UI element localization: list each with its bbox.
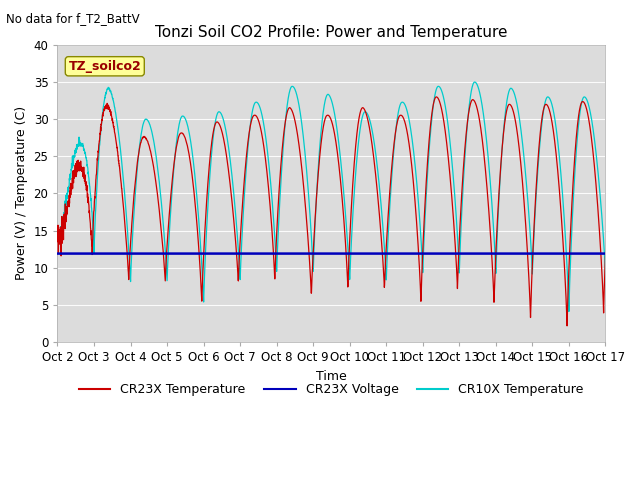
Legend: CR23X Temperature, CR23X Voltage, CR10X Temperature: CR23X Temperature, CR23X Voltage, CR10X …	[74, 378, 589, 401]
Text: TZ_soilco2: TZ_soilco2	[68, 60, 141, 73]
Y-axis label: Power (V) / Temperature (C): Power (V) / Temperature (C)	[15, 107, 28, 280]
Text: No data for f_T2_BattV: No data for f_T2_BattV	[6, 12, 140, 25]
Title: Tonzi Soil CO2 Profile: Power and Temperature: Tonzi Soil CO2 Profile: Power and Temper…	[155, 24, 508, 39]
X-axis label: Time: Time	[316, 370, 347, 383]
